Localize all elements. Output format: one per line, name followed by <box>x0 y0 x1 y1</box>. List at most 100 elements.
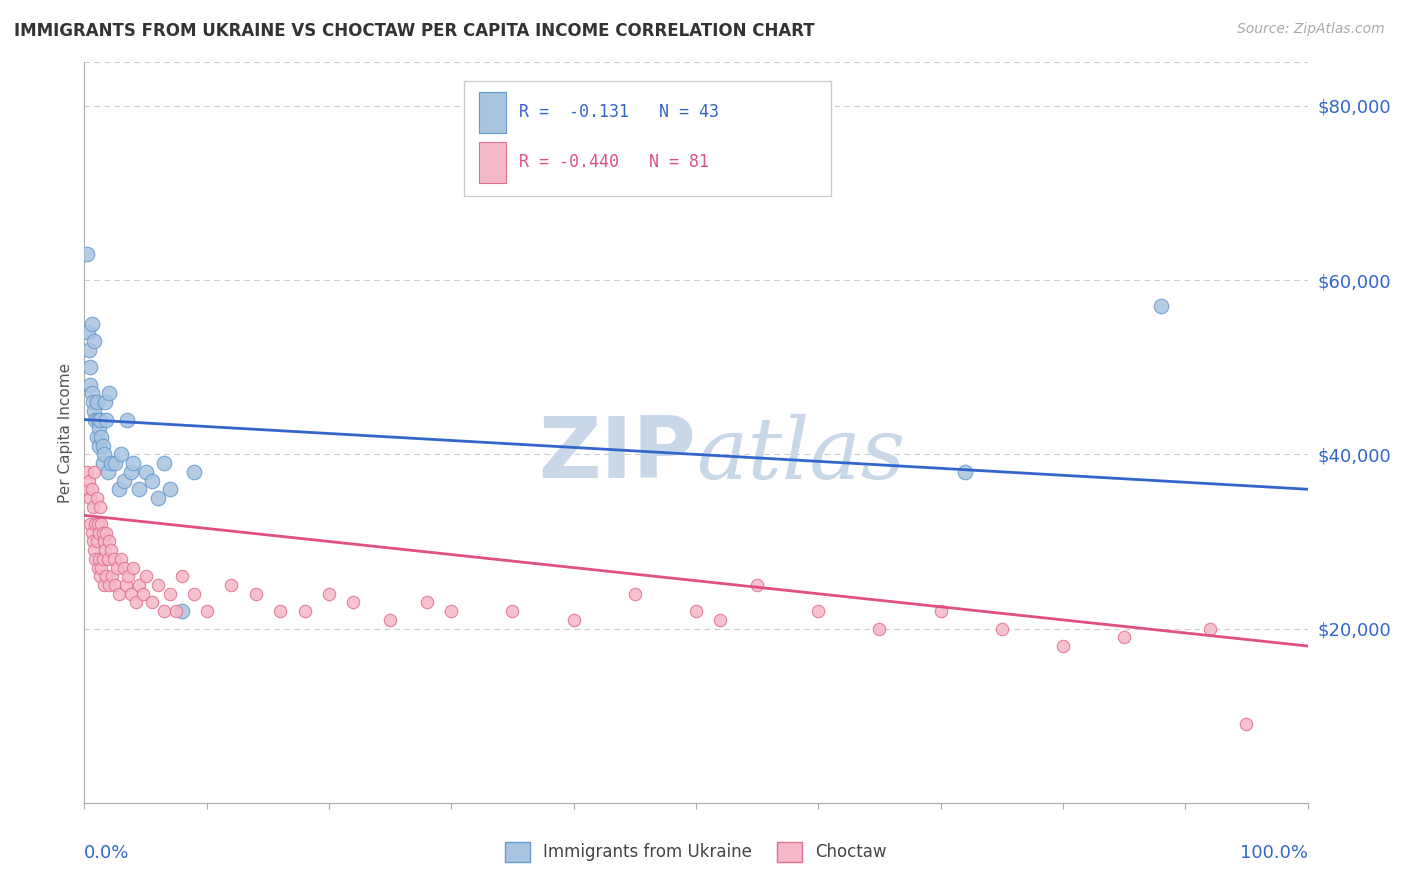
Point <box>110 447 132 461</box>
Point <box>869 622 891 636</box>
Point <box>86 534 108 549</box>
Text: R =  -0.131   N = 43: R = -0.131 N = 43 <box>519 103 718 121</box>
Point <box>685 604 707 618</box>
Text: atlas: atlas <box>696 414 905 496</box>
Point <box>141 595 163 609</box>
Point <box>84 517 107 532</box>
Point <box>87 412 110 426</box>
Point <box>84 412 107 426</box>
Point <box>87 439 110 453</box>
Point <box>93 447 115 461</box>
Point <box>115 578 138 592</box>
Point <box>183 465 205 479</box>
Point <box>146 491 169 505</box>
Point <box>153 456 176 470</box>
Point <box>76 247 98 261</box>
Point <box>120 587 142 601</box>
Point <box>159 482 181 496</box>
Point <box>83 334 105 348</box>
Point <box>416 595 439 609</box>
Point <box>502 604 524 618</box>
Point <box>1150 299 1173 313</box>
Point <box>747 578 769 592</box>
Point <box>153 604 176 618</box>
Point <box>80 386 103 401</box>
Point <box>84 552 107 566</box>
Point <box>93 534 115 549</box>
Point <box>172 569 194 583</box>
FancyBboxPatch shape <box>479 143 506 183</box>
Point <box>83 404 105 418</box>
Point <box>294 604 316 618</box>
Point <box>80 525 103 540</box>
Point <box>245 587 267 601</box>
Point <box>159 587 181 601</box>
Point <box>100 543 122 558</box>
Point <box>80 482 103 496</box>
Point <box>100 456 122 470</box>
Point <box>77 474 100 488</box>
Point <box>87 560 110 574</box>
Point <box>97 552 120 566</box>
Point <box>342 595 364 609</box>
Point <box>165 604 187 618</box>
Point <box>79 491 101 505</box>
Point <box>141 474 163 488</box>
Point <box>87 552 110 566</box>
Point <box>110 552 132 566</box>
Point <box>929 604 952 618</box>
Point <box>79 517 101 532</box>
Point <box>96 569 118 583</box>
Point <box>120 465 142 479</box>
Point <box>82 500 104 514</box>
Point <box>93 578 115 592</box>
Point <box>132 587 155 601</box>
Point <box>107 482 129 496</box>
Point <box>77 343 100 357</box>
FancyBboxPatch shape <box>479 92 506 133</box>
Point <box>103 552 125 566</box>
Point <box>318 587 340 601</box>
Point <box>183 587 205 601</box>
Point <box>105 560 128 574</box>
Point <box>195 604 218 618</box>
Point <box>1236 717 1258 731</box>
Point <box>90 517 112 532</box>
Point <box>83 543 105 558</box>
Text: ZIP: ZIP <box>538 413 696 496</box>
Point <box>807 604 830 618</box>
Point <box>87 421 110 435</box>
Point <box>91 439 114 453</box>
Legend: Immigrants from Ukraine, Choctaw: Immigrants from Ukraine, Choctaw <box>498 835 894 869</box>
Point <box>76 465 98 479</box>
Point <box>269 604 291 618</box>
Point <box>1114 630 1136 644</box>
Point <box>953 465 976 479</box>
Point <box>380 613 402 627</box>
Point <box>97 465 120 479</box>
Point <box>77 482 100 496</box>
Point <box>122 456 145 470</box>
Point <box>97 578 120 592</box>
Point <box>97 386 120 401</box>
Point <box>79 377 101 392</box>
Point <box>97 534 120 549</box>
Point <box>89 412 111 426</box>
Point <box>79 360 101 375</box>
Text: Source: ZipAtlas.com: Source: ZipAtlas.com <box>1237 22 1385 37</box>
Point <box>122 560 145 574</box>
Point <box>107 587 129 601</box>
Point <box>86 395 108 409</box>
Point <box>128 482 150 496</box>
Point <box>77 326 100 340</box>
Point <box>135 569 157 583</box>
Point <box>94 395 117 409</box>
Point <box>219 578 242 592</box>
Point <box>89 569 111 583</box>
Point <box>91 525 114 540</box>
Point <box>112 474 135 488</box>
Point <box>440 604 463 618</box>
Text: 0.0%: 0.0% <box>84 844 129 862</box>
Point <box>128 578 150 592</box>
Point <box>562 613 585 627</box>
